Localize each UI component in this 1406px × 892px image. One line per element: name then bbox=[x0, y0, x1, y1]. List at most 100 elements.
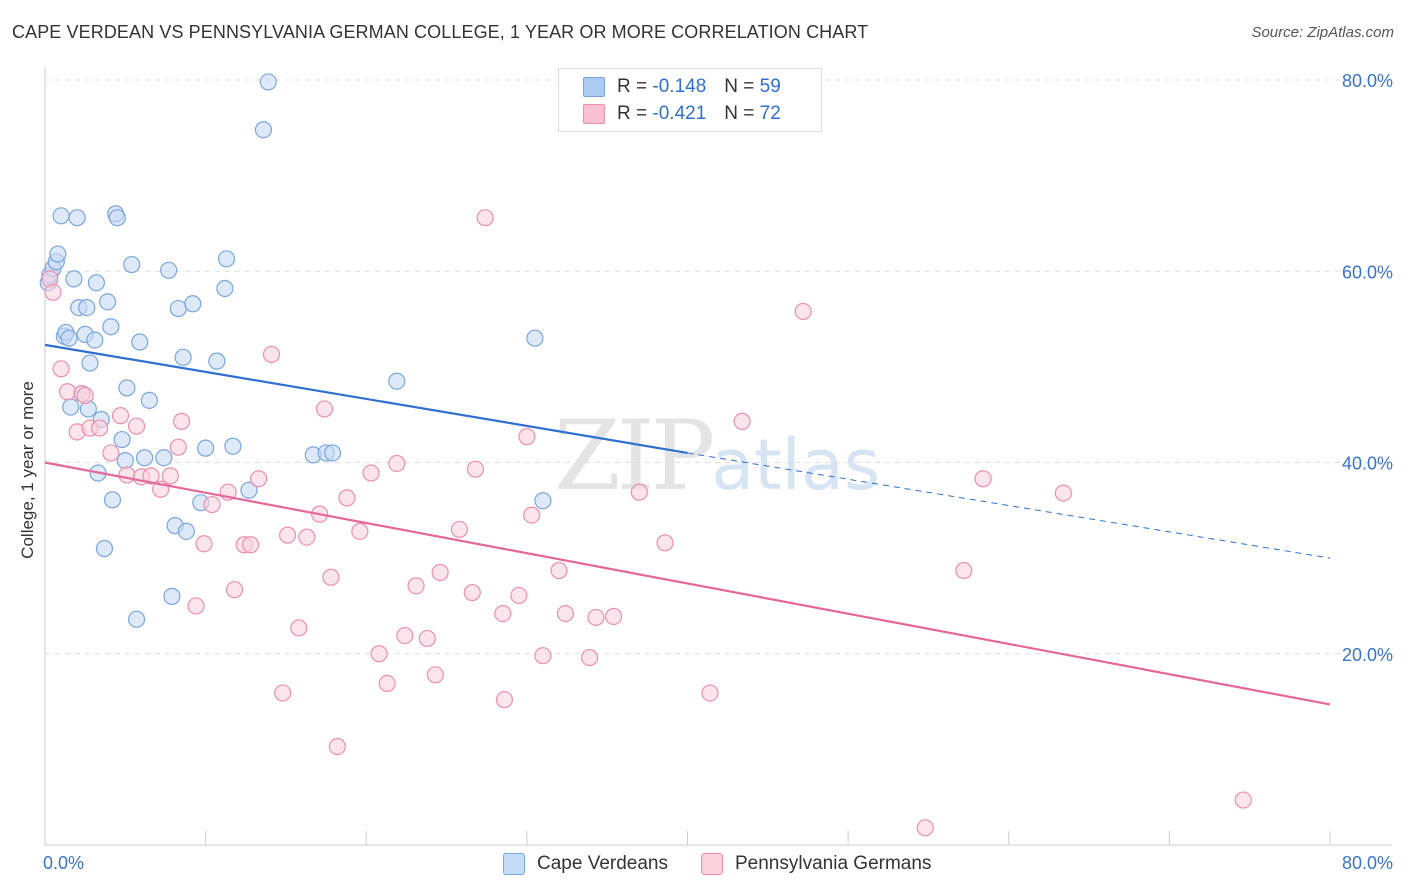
pennsylvania-german-point bbox=[523, 506, 541, 524]
pennsylvania-german-point bbox=[315, 400, 334, 418]
pennsylvania-german-point bbox=[794, 302, 812, 321]
cape-verdean-point bbox=[78, 298, 96, 317]
y-tick-label: 80.0% bbox=[1342, 71, 1393, 91]
pennsylvania-german-point bbox=[378, 674, 396, 692]
legend-r-value: -0.421 bbox=[652, 103, 707, 124]
cape-verdean-point bbox=[174, 348, 192, 366]
pennsylvania-german-point bbox=[733, 412, 751, 430]
pennsylvania-german-point bbox=[111, 407, 130, 425]
pennsylvania-german-point bbox=[322, 568, 340, 586]
pennsylvania-german-point bbox=[550, 561, 568, 580]
cape-verdean-trendline bbox=[44, 343, 688, 455]
pennsylvania-german-point bbox=[656, 534, 674, 552]
bottom-legend-label: Cape Verdeans bbox=[537, 853, 668, 874]
chart-title: CAPE VERDEAN VS PENNSYLVANIA GERMAN COLL… bbox=[12, 22, 869, 42]
pennsylvania-german-point bbox=[587, 608, 605, 627]
pennsylvania-german-point bbox=[242, 536, 260, 554]
pennsylvania-german-point bbox=[250, 470, 268, 488]
pennsylvania-german-point bbox=[142, 467, 160, 485]
cape-verdean-point bbox=[103, 491, 122, 509]
cape-verdean-point bbox=[87, 274, 106, 292]
cape-verdean-point bbox=[240, 481, 258, 499]
pennsylvania-german-point bbox=[225, 581, 244, 599]
pennsylvania-german-point bbox=[274, 684, 292, 702]
cape-verdean-point bbox=[86, 331, 104, 349]
pennsylvania-german-point bbox=[494, 604, 512, 623]
pennsylvania-german-point bbox=[76, 386, 94, 405]
cape-verdean-point bbox=[184, 295, 202, 313]
legend-row-pennsylvania-germans: R = -0.421 N = 72 bbox=[583, 102, 781, 126]
pennsylvania-german-point bbox=[370, 645, 388, 663]
pennsylvania-german-point bbox=[955, 561, 973, 580]
cape-verdean-point bbox=[62, 398, 80, 416]
pennsylvania-german-point bbox=[362, 464, 380, 482]
cape-verdean-point bbox=[81, 354, 99, 372]
pennsylvania-german-point bbox=[58, 383, 77, 401]
pennsylvania-german-trendline bbox=[44, 461, 1331, 706]
pennsylvania-german-point bbox=[328, 737, 346, 756]
cape-verdean-point bbox=[323, 444, 342, 462]
bottom-legend-pennsylvania-germans: Pennsylvania Germans bbox=[701, 852, 931, 876]
pennsylvania-german-point bbox=[91, 419, 109, 437]
bottom-legend-label: Pennsylvania Germans bbox=[735, 853, 932, 874]
cape-verdean-point bbox=[60, 329, 78, 347]
cape-verdean-point bbox=[135, 449, 154, 467]
pennsylvania-german-point bbox=[396, 626, 414, 645]
x-tick-label: 80.0% bbox=[1342, 853, 1393, 873]
pennsylvania-german-point bbox=[407, 577, 425, 595]
pennsylvania-german-point bbox=[127, 417, 146, 435]
cape-verdean-point bbox=[113, 430, 131, 449]
pennsylvania-german-point bbox=[580, 648, 599, 667]
cape-verdean-trendline-extension bbox=[687, 452, 1331, 559]
pennsylvania-german-point bbox=[388, 454, 406, 473]
cape-verdean-point bbox=[534, 492, 552, 510]
pennsylvania-german-point bbox=[463, 583, 481, 602]
cape-verdean-point bbox=[116, 451, 134, 470]
pennsylvania-german-point bbox=[426, 666, 444, 684]
pennsylvania-german-point bbox=[630, 483, 648, 501]
pennsylvania-german-point bbox=[476, 209, 494, 227]
pennsylvania-german-point bbox=[974, 470, 992, 488]
cape-verdean-point bbox=[160, 261, 178, 279]
pennsylvania-german-point bbox=[418, 629, 436, 648]
cape-verdean-point bbox=[123, 255, 141, 274]
cape-verdean-point bbox=[68, 209, 86, 227]
cape-verdean-point bbox=[131, 333, 149, 351]
watermark-atlas: atlas bbox=[711, 424, 881, 506]
pennsylvania-german-point bbox=[495, 691, 513, 709]
pennsylvania-german-point bbox=[450, 520, 469, 539]
legend-r-label: R = bbox=[617, 103, 648, 124]
pennsylvania-german-point bbox=[52, 360, 70, 378]
y-tick-label: 20.0% bbox=[1342, 645, 1393, 665]
cape-verdean-point bbox=[52, 207, 70, 225]
correlation-legend: R = -0.148 N = 59 R = -0.421 N = 72 bbox=[558, 68, 822, 132]
cape-verdean-point bbox=[99, 293, 117, 311]
cape-verdean-point bbox=[108, 209, 126, 227]
pennsylvania-german-point bbox=[102, 444, 120, 462]
pennsylvania-german-point bbox=[1234, 791, 1252, 809]
pennsylvania-german-point bbox=[338, 489, 356, 507]
pennsylvania-german-point bbox=[44, 283, 62, 301]
pennsylvania-german-point bbox=[351, 522, 369, 540]
legend-n-value: 72 bbox=[759, 103, 781, 124]
source-label: Source: ZipAtlas.com bbox=[1251, 24, 1394, 41]
pennsylvania-german-point bbox=[431, 563, 449, 582]
legend-r-label: R = bbox=[617, 76, 648, 97]
pennsylvania-german-point bbox=[195, 535, 213, 553]
pennsylvania-german-point bbox=[701, 684, 719, 702]
pennsylvania-german-point bbox=[298, 528, 316, 546]
pennsylvania-german-point bbox=[169, 438, 187, 456]
pennsylvania-german-point bbox=[1054, 484, 1072, 502]
cape-verdean-point bbox=[155, 449, 173, 467]
cape-verdean-point bbox=[95, 539, 114, 558]
cape-verdean-point bbox=[49, 245, 67, 263]
cape-verdean-point bbox=[102, 318, 120, 336]
cape-verdean-point bbox=[118, 379, 136, 397]
bottom-legend-swatch-pink bbox=[701, 853, 723, 875]
cape-verdean-point bbox=[259, 73, 277, 91]
cape-verdean-point bbox=[216, 279, 234, 298]
cape-verdean-point bbox=[224, 437, 242, 455]
cape-verdean-point bbox=[197, 439, 215, 457]
cape-verdean-point bbox=[208, 352, 226, 370]
